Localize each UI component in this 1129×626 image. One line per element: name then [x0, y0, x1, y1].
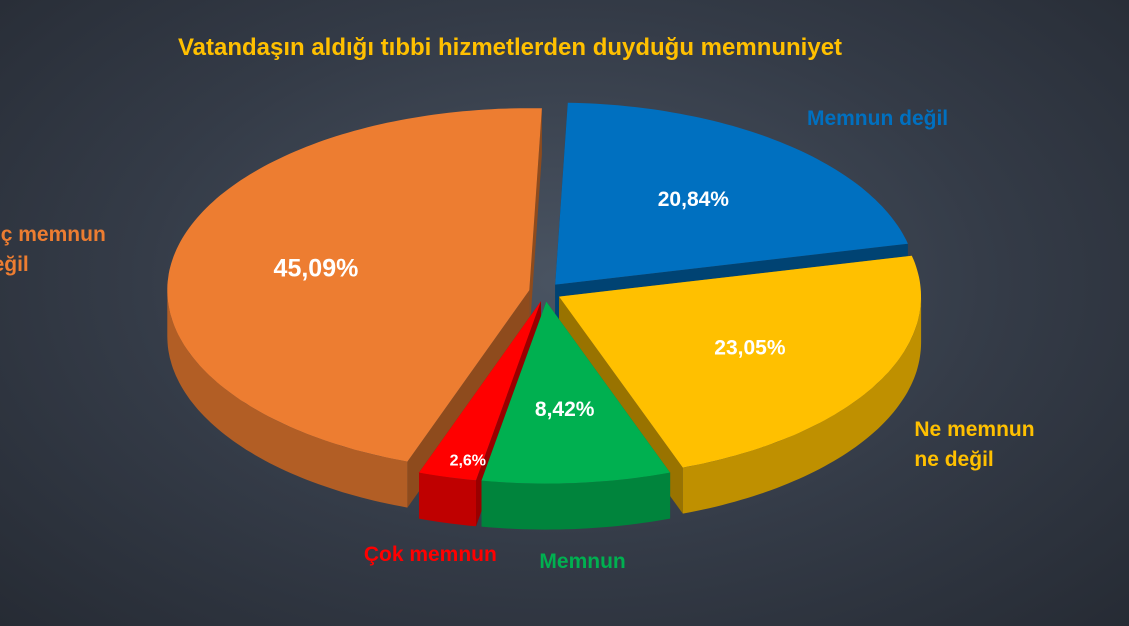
slice-wall	[481, 472, 671, 530]
category-label: Memnun	[539, 549, 626, 573]
slice	[167, 108, 542, 462]
value-label: 8,42%	[535, 398, 595, 421]
value-label: 20,84%	[658, 188, 730, 211]
slice-wall	[419, 472, 476, 527]
category-label: Hiç memnun değil	[0, 222, 106, 276]
value-label: 2,6%	[450, 453, 486, 470]
category-label: Memnun değil	[806, 106, 949, 130]
value-label: 45,09%	[274, 254, 359, 282]
slice	[419, 301, 541, 481]
category-label: Ne memnun ne değil	[914, 418, 1035, 472]
slice	[555, 102, 908, 285]
slice	[559, 255, 921, 468]
slice-wall	[682, 296, 922, 514]
slice-side	[529, 108, 542, 337]
category-label: Çok memnun	[363, 542, 497, 566]
value-label: 23,05%	[714, 336, 786, 359]
slice	[481, 301, 671, 484]
chart-title: Vatandaşın aldığı tıbbi hizmetlerden duy…	[177, 34, 843, 61]
slice-wall	[167, 290, 408, 508]
